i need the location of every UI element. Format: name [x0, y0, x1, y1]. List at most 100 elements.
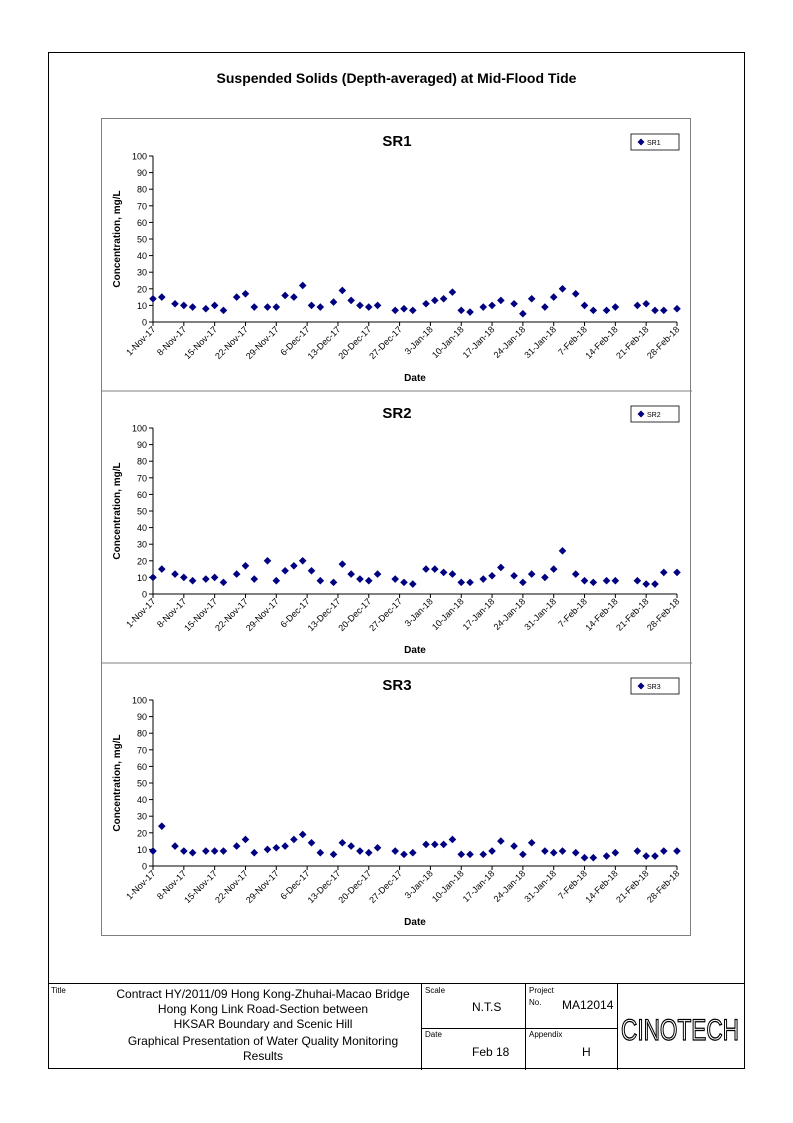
- data-point: [219, 306, 228, 315]
- data-point: [408, 580, 417, 588]
- data-point: [281, 291, 289, 300]
- x-tick-label: 17-Jan-18: [461, 596, 497, 632]
- title-caption: Title: [51, 986, 66, 995]
- data-point: [589, 306, 598, 315]
- data-point: [307, 301, 316, 310]
- contract-line-3: HKSAR Boundary and Scenic Hill: [173, 1017, 353, 1031]
- data-point: [589, 578, 598, 587]
- data-point: [210, 573, 219, 582]
- data-point: [439, 840, 448, 849]
- data-point: [158, 565, 166, 573]
- date-caption: Date: [425, 1030, 442, 1039]
- y-tick-label: 30: [137, 812, 147, 822]
- data-point: [241, 289, 250, 298]
- data-point: [210, 301, 219, 310]
- scale-caption: Scale: [425, 986, 446, 995]
- subject-text: Graphical Presentation of Water Quality …: [88, 1034, 438, 1064]
- x-tick-label: 31-Jan-18: [522, 868, 558, 904]
- data-point: [549, 848, 558, 857]
- data-point: [408, 306, 417, 315]
- logo-cell: CINOTECH: [618, 984, 745, 1070]
- data-point: [571, 848, 580, 857]
- legend-marker: [637, 682, 645, 690]
- data-point: [307, 566, 316, 575]
- y-tick-label: 90: [137, 440, 147, 450]
- chart-title: SR1: [382, 133, 411, 150]
- data-point: [479, 850, 488, 859]
- data-point: [180, 301, 188, 310]
- legend-box: [630, 133, 680, 151]
- y-tick-label: 0: [142, 590, 147, 600]
- legend-marker: [637, 138, 645, 146]
- y-tick-label: 10: [137, 301, 147, 311]
- data-point: [171, 842, 179, 850]
- x-tick-label: 27-Dec-17: [367, 596, 404, 633]
- data-point: [527, 294, 536, 303]
- data-point: [180, 847, 188, 855]
- y-tick-label: 70: [137, 745, 147, 755]
- y-tick-label: 10: [137, 845, 147, 855]
- data-point: [250, 303, 259, 311]
- data-point: [580, 853, 589, 862]
- data-point: [241, 561, 250, 570]
- subject-line-1: Graphical Presentation of Water Quality …: [127, 1034, 399, 1048]
- x-tick-label: 17-Jan-18: [461, 324, 497, 360]
- project-no-value: MA12014: [562, 998, 614, 1012]
- data-point: [589, 853, 598, 862]
- data-point: [149, 573, 157, 582]
- scale-date-cell: Scale N.T.S Date Feb 18: [422, 984, 526, 1070]
- data-point: [497, 563, 505, 572]
- scale-date-divider: [422, 1028, 526, 1029]
- data-point: [558, 847, 567, 855]
- data-point: [400, 578, 408, 587]
- data-point: [488, 847, 496, 855]
- data-point: [290, 835, 298, 844]
- data-point: [263, 303, 272, 311]
- data-point: [549, 565, 558, 573]
- data-point: [541, 847, 549, 855]
- y-tick-label: 70: [137, 473, 147, 483]
- data-point: [651, 580, 659, 588]
- chart-title: SR2: [382, 405, 411, 422]
- data-point: [202, 847, 210, 855]
- y-tick-label: 50: [137, 779, 147, 789]
- data-point: [673, 847, 681, 855]
- data-point: [158, 293, 166, 301]
- x-axis-label: Date: [404, 917, 426, 928]
- x-tick-label: 31-Jan-18: [522, 324, 558, 360]
- y-tick-label: 40: [137, 523, 147, 533]
- charts-panel: SR1 0 10 20 30 40 50 60 70 80 90 100 1-Nov-17 8-Nov-1…: [101, 118, 692, 936]
- y-tick-label: 80: [137, 729, 147, 739]
- data-point: [347, 842, 355, 850]
- data-point: [580, 301, 589, 310]
- x-tick-label: 27-Dec-17: [367, 324, 404, 361]
- data-point: [448, 288, 457, 296]
- data-point: [466, 578, 474, 587]
- x-tick-label: 29-Nov-17: [244, 868, 281, 905]
- data-point: [298, 830, 307, 839]
- data-point: [391, 306, 399, 315]
- data-point: [422, 565, 430, 573]
- data-point: [232, 570, 241, 578]
- page-title: Suspended Solids (Depth-averaged) at Mid…: [216, 70, 577, 86]
- data-point: [439, 568, 448, 577]
- data-point: [391, 575, 399, 583]
- data-point: [210, 847, 219, 855]
- x-tick-label: 14-Feb-18: [583, 596, 619, 632]
- data-point: [448, 835, 457, 844]
- legend-marker: [637, 410, 645, 418]
- data-point: [659, 306, 668, 315]
- y-tick-label: 100: [132, 424, 147, 434]
- x-tick-label: 14-Feb-18: [583, 868, 619, 904]
- data-point: [642, 299, 650, 308]
- data-point: [272, 303, 281, 311]
- y-tick-label: 30: [137, 268, 147, 278]
- data-point: [329, 850, 338, 859]
- data-point: [673, 304, 681, 313]
- data-point: [250, 575, 259, 583]
- legend-label: SR1: [647, 140, 661, 147]
- data-point: [373, 570, 382, 578]
- data-point: [347, 570, 355, 578]
- data-point: [316, 303, 325, 311]
- title-block: Title Contract HY/2011/09 Hong Kong-Zhuh…: [48, 983, 745, 1070]
